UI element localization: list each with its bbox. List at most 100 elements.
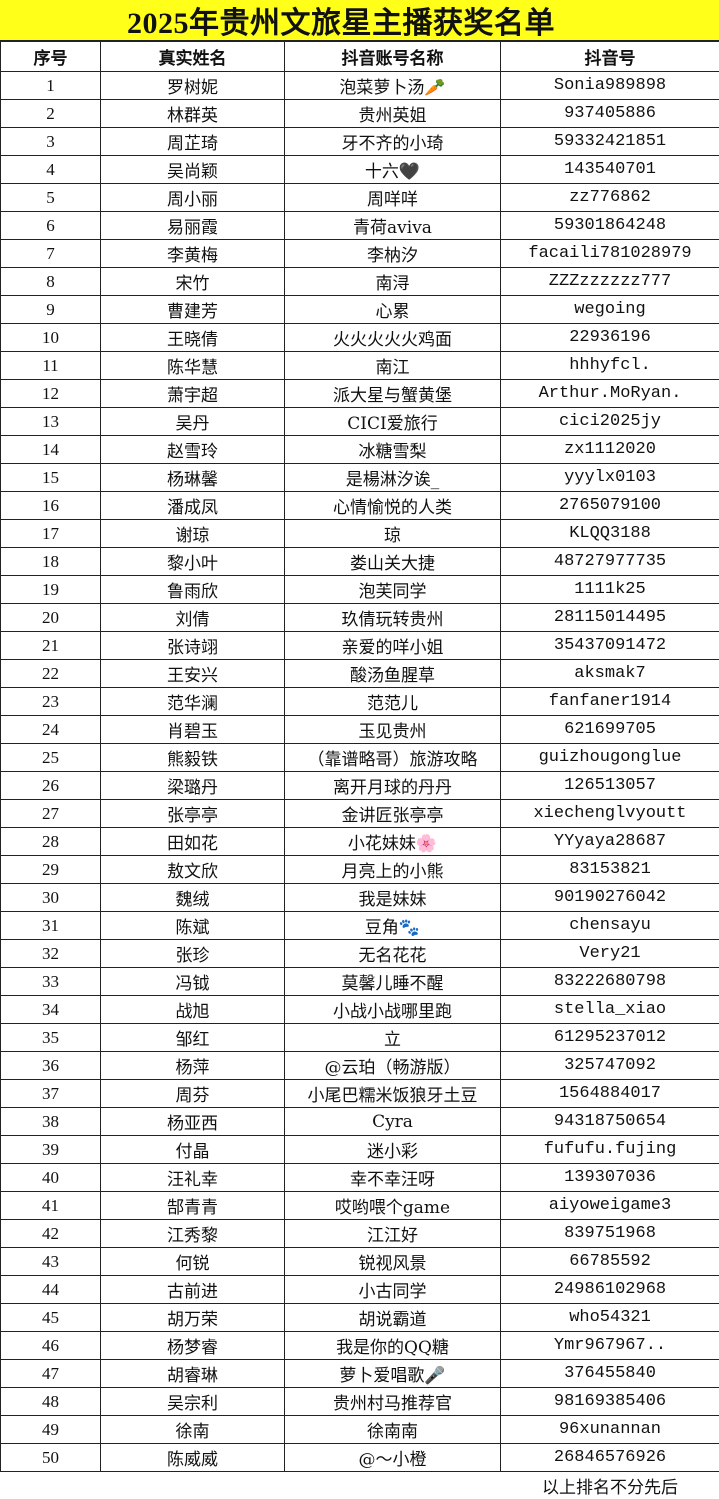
cell-real-name: 周小丽 <box>100 183 285 212</box>
cell-index: 28 <box>0 827 101 856</box>
cell-real-name: 付晶 <box>100 1135 285 1164</box>
table-row: 31 陈斌 豆角🐾 chensayu <box>0 911 719 940</box>
table-row: 43 何锐 锐视风景 66785592 <box>0 1247 719 1276</box>
cell-account-name: 李枘汐 <box>284 239 501 268</box>
cell-index: 19 <box>0 575 101 604</box>
table-row: 36 杨萍 @云珀（畅游版） 325747092 <box>0 1051 719 1080</box>
cell-real-name: 杨亚西 <box>100 1107 285 1136</box>
header-real-name: 真实姓名 <box>100 41 285 72</box>
cell-account-name: 牙不齐的小琦 <box>284 127 501 156</box>
cell-index: 46 <box>0 1331 101 1360</box>
table-row: 6 易丽霞 青荷aviva 59301864248 <box>0 211 719 240</box>
table-row: 28 田如花 小花妹妹🌸 YYyaya28687 <box>0 827 719 856</box>
header-account-name: 抖音账号名称 <box>284 41 501 72</box>
cell-index: 35 <box>0 1023 101 1052</box>
table-row: 2 林群英 贵州英姐 937405886 <box>0 99 719 128</box>
table-row: 46 杨梦睿 我是你的QQ糖 Ymr967967.. <box>0 1331 719 1360</box>
table-row: 14 赵雪玲 冰糖雪梨 zx1112020 <box>0 435 719 464</box>
cell-douyin-id: 1564884017 <box>500 1079 719 1108</box>
cell-real-name: 战旭 <box>100 995 285 1024</box>
cell-douyin-id: 96xunannan <box>500 1415 719 1444</box>
table-row: 45 胡万荣 胡说霸道 who54321 <box>0 1303 719 1332</box>
cell-real-name: 吴丹 <box>100 407 285 436</box>
cell-index: 13 <box>0 407 101 436</box>
table-row: 33 冯钺 莫馨儿睡不醒 83222680798 <box>0 967 719 996</box>
cell-real-name: 潘成凤 <box>100 491 285 520</box>
cell-account-name: 玖倩玩转贵州 <box>284 603 501 632</box>
table-row: 18 黎小叶 娄山关大捷 48727977735 <box>0 547 719 576</box>
cell-douyin-id: Sonia989898 <box>500 71 719 100</box>
cell-real-name: 萧宇超 <box>100 379 285 408</box>
cell-index: 23 <box>0 687 101 716</box>
cell-account-name: 泡芙同学 <box>284 575 501 604</box>
table-row: 16 潘成凤 心情愉悦的人类 2765079100 <box>0 491 719 520</box>
cell-account-name: 小尾巴糯米饭狼牙土豆 <box>284 1079 501 1108</box>
table-row: 41 郜青青 哎哟喂个game aiyoweigame3 <box>0 1191 719 1220</box>
cell-index: 39 <box>0 1135 101 1164</box>
table-row: 49 徐南 徐南南 96xunannan <box>0 1415 719 1444</box>
cell-real-name: 何锐 <box>100 1247 285 1276</box>
cell-douyin-id: chensayu <box>500 911 719 940</box>
table-row: 24 肖碧玉 玉见贵州 621699705 <box>0 715 719 744</box>
cell-real-name: 陈威威 <box>100 1443 285 1472</box>
cell-douyin-id: 59301864248 <box>500 211 719 240</box>
cell-douyin-id: 48727977735 <box>500 547 719 576</box>
table-row: 38 杨亚西 Cyra 94318750654 <box>0 1107 719 1136</box>
cell-index: 16 <box>0 491 101 520</box>
cell-account-name: 玉见贵州 <box>284 715 501 744</box>
cell-real-name: 胡万荣 <box>100 1303 285 1332</box>
cell-index: 44 <box>0 1275 101 1304</box>
cell-douyin-id: aksmak7 <box>500 659 719 688</box>
cell-real-name: 鲁雨欣 <box>100 575 285 604</box>
cell-account-name: 莫馨儿睡不醒 <box>284 967 501 996</box>
cell-index: 26 <box>0 771 101 800</box>
table-row: 44 古前进 小古同学 24986102968 <box>0 1275 719 1304</box>
cell-real-name: 郜青青 <box>100 1191 285 1220</box>
cell-account-name: 豆角🐾 <box>284 911 501 940</box>
cell-real-name: 陈斌 <box>100 911 285 940</box>
cell-real-name: 冯钺 <box>100 967 285 996</box>
cell-index: 47 <box>0 1359 101 1388</box>
table-row: 15 杨琳馨 是楊淋汐诶_ yyylx0103 <box>0 463 719 492</box>
cell-douyin-id: hhhyfcl. <box>500 351 719 380</box>
cell-real-name: 周芷琦 <box>100 127 285 156</box>
cell-real-name: 杨萍 <box>100 1051 285 1080</box>
cell-real-name: 敖文欣 <box>100 855 285 884</box>
cell-account-name: 南浔 <box>284 267 501 296</box>
cell-account-name: 幸不幸汪呀 <box>284 1163 501 1192</box>
cell-account-name: 贵州英姐 <box>284 99 501 128</box>
table-row: 1 罗树妮 泡菜萝卜汤🥕 Sonia989898 <box>0 71 719 100</box>
cell-douyin-id: 35437091472 <box>500 631 719 660</box>
cell-account-name: 迷小彩 <box>284 1135 501 1164</box>
cell-douyin-id: fufufu.fujing <box>500 1135 719 1164</box>
cell-account-name: 心情愉悦的人类 <box>284 491 501 520</box>
table-row: 22 王安兴 酸汤鱼腥草 aksmak7 <box>0 659 719 688</box>
footer-note: 以上排名不分先后 <box>542 1477 678 1498</box>
cell-real-name: 吴宗利 <box>100 1387 285 1416</box>
cell-douyin-id: 83222680798 <box>500 967 719 996</box>
cell-real-name: 熊毅铁 <box>100 743 285 772</box>
cell-real-name: 王晓倩 <box>100 323 285 352</box>
cell-douyin-id: 94318750654 <box>500 1107 719 1136</box>
cell-index: 36 <box>0 1051 101 1080</box>
cell-account-name: 南江 <box>284 351 501 380</box>
cell-account-name: 月亮上的小熊 <box>284 855 501 884</box>
cell-douyin-id: 621699705 <box>500 715 719 744</box>
cell-account-name: 琼 <box>284 519 501 548</box>
cell-index: 43 <box>0 1247 101 1276</box>
winners-table: 序号 真实姓名 抖音账号名称 抖音号 1 罗树妮 泡菜萝卜汤🥕 Sonia989898… <box>0 41 719 1498</box>
table-row: 29 敖文欣 月亮上的小熊 83153821 <box>0 855 719 884</box>
cell-index: 27 <box>0 799 101 828</box>
cell-account-name: 火火火火火鸡面 <box>284 323 501 352</box>
cell-douyin-id: 61295237012 <box>500 1023 719 1052</box>
cell-real-name: 黎小叶 <box>100 547 285 576</box>
footer-empty-cell <box>285 1472 501 1499</box>
cell-account-name: 萝卜爱唱歌🎤 <box>284 1359 501 1388</box>
cell-real-name: 古前进 <box>100 1275 285 1304</box>
table-row: 40 汪礼幸 幸不幸汪呀 139307036 <box>0 1163 719 1192</box>
cell-index: 22 <box>0 659 101 688</box>
table-row: 3 周芷琦 牙不齐的小琦 59332421851 <box>0 127 719 156</box>
table-row: 47 胡睿琳 萝卜爱唱歌🎤 376455840 <box>0 1359 719 1388</box>
cell-index: 11 <box>0 351 101 380</box>
header-index: 序号 <box>0 41 101 72</box>
